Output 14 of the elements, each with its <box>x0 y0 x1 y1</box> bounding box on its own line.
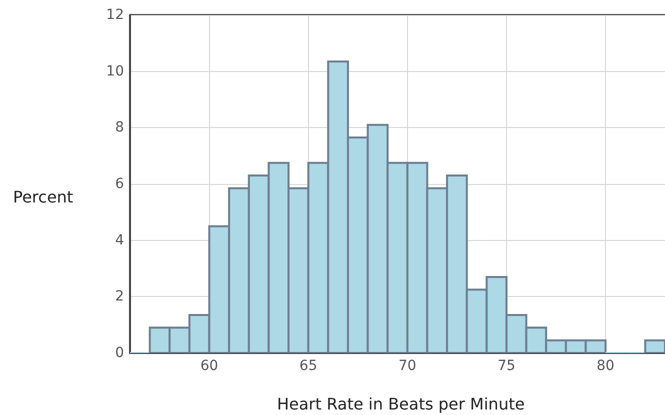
y-axis-title: Percent <box>13 188 74 206</box>
y-tick-label: 2 <box>115 288 124 305</box>
y-tick-label: 12 <box>106 7 124 23</box>
x-tick-label: 80 <box>596 358 614 374</box>
y-tick-label: 10 <box>106 63 124 80</box>
x-axis-title: Heart Rate in Beats per Minute <box>277 394 525 414</box>
x-tick-label: 60 <box>200 358 218 374</box>
x-tick-label: 75 <box>498 358 516 374</box>
y-tick-label: 8 <box>115 120 124 136</box>
x-tick-label: 70 <box>398 358 416 374</box>
y-tick-label: 0 <box>115 345 124 361</box>
y-tick-label: 6 <box>115 176 124 192</box>
x-tick-label: 65 <box>299 358 318 374</box>
y-tick-label: 4 <box>115 232 124 248</box>
